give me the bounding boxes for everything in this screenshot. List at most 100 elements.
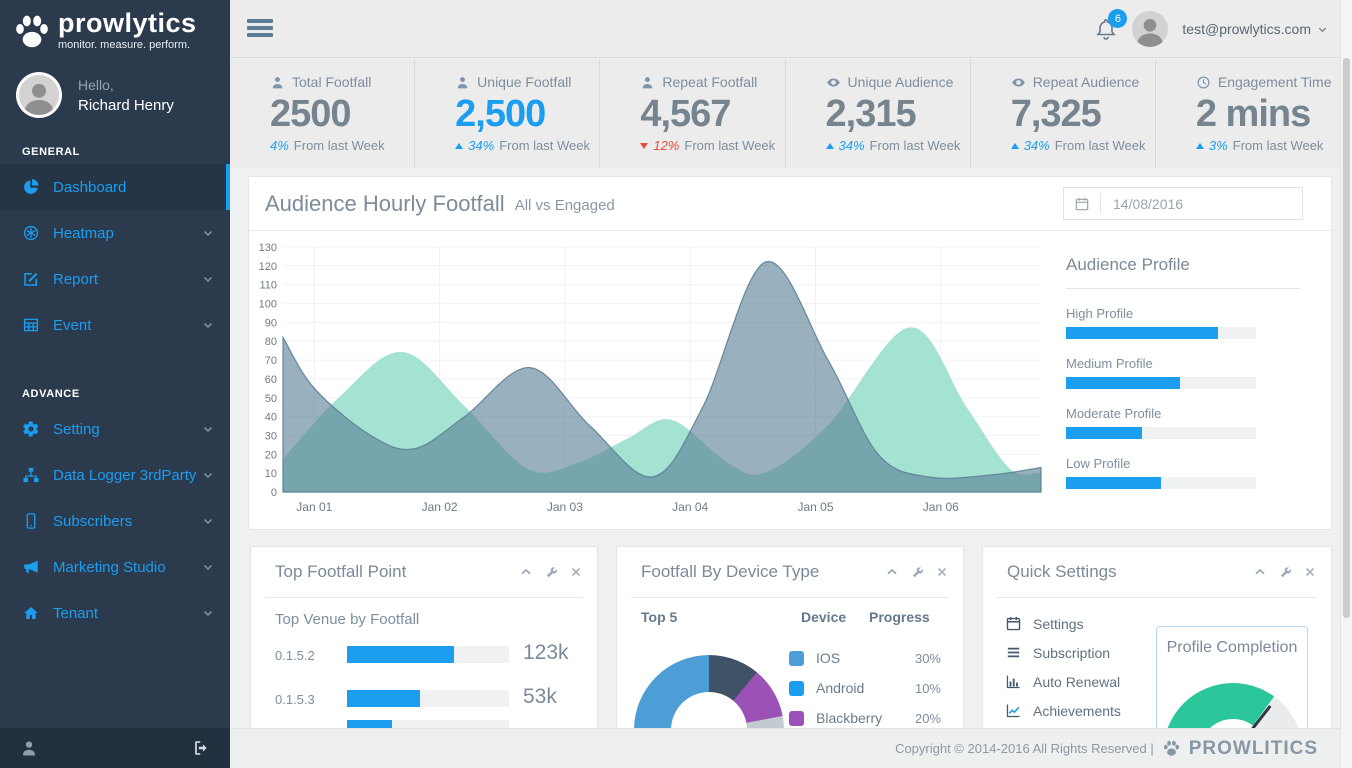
- close-icon[interactable]: [569, 565, 583, 579]
- progress-track: [1066, 377, 1256, 389]
- wrench-icon[interactable]: [910, 565, 924, 579]
- brand-tagline: monitor. measure. perform.: [58, 39, 191, 51]
- date-picker-input[interactable]: 14/08/2016: [1063, 187, 1303, 220]
- stat-label: Repeat Footfall: [662, 74, 758, 90]
- date-value: 14/08/2016: [1113, 195, 1184, 212]
- sidebar-item-label: Event: [53, 316, 92, 334]
- menu-toggle-icon[interactable]: [247, 19, 273, 38]
- section-label-general: GENERAL: [22, 146, 80, 158]
- link-label: Auto Renewal: [1033, 673, 1121, 690]
- svg-text:80: 80: [265, 336, 277, 348]
- chevron-down-icon: [203, 276, 213, 283]
- line-chart-icon: [1006, 704, 1020, 718]
- scrollbar-track[interactable]: [1340, 0, 1352, 768]
- user-icon: [272, 76, 283, 88]
- bar-label: Low Profile: [1066, 456, 1131, 471]
- edit-report-icon: [24, 273, 38, 286]
- stat-label: Engagement Time: [1217, 74, 1332, 90]
- quick-link-auto-renewal[interactable]: Auto Renewal: [1005, 667, 1121, 696]
- collapse-icon[interactable]: [519, 565, 533, 579]
- sidebar-item-report[interactable]: Report: [0, 256, 230, 302]
- avatar[interactable]: [1132, 11, 1169, 47]
- notifications-button[interactable]: 6: [1094, 9, 1128, 42]
- stat-delta: 34% From last Week: [1010, 138, 1155, 153]
- quick-link-subscription[interactable]: Subscription: [1005, 638, 1121, 667]
- legend-label: Blackberry: [816, 710, 883, 726]
- home-icon: [24, 607, 38, 619]
- svg-text:110: 110: [259, 280, 277, 292]
- section-label-advance: ADVANCE: [22, 388, 80, 400]
- stat-repeat-footfall: Repeat Footfall 4,567 12% From last Week: [600, 59, 786, 168]
- stats-strip: Total Footfall 2500 4% From last Week Uni…: [230, 59, 1340, 168]
- sidebar-item-subscribers[interactable]: Subscribers: [0, 498, 230, 544]
- sidebar-item-dashboard[interactable]: Dashboard: [0, 164, 230, 210]
- stat-unique-audience: Unique Audience 2,315 34% From last Week: [786, 59, 971, 168]
- paw-icon: [16, 15, 48, 48]
- collapse-icon[interactable]: [1253, 565, 1267, 579]
- bell-icon: [1096, 18, 1117, 40]
- mobile-icon: [26, 513, 36, 529]
- legend-swatch: [789, 710, 804, 726]
- greeting: Hello,: [78, 76, 114, 93]
- bar-chart-icon: [1006, 675, 1020, 689]
- stat-value: 2500: [270, 93, 352, 135]
- chevron-down-icon: [203, 472, 213, 479]
- quick-link-settings[interactable]: Settings: [1005, 609, 1121, 638]
- legend-item: Blackberry 20%: [789, 703, 945, 733]
- chevron-down-icon: [203, 426, 213, 433]
- legend-item: Android 10%: [789, 673, 945, 703]
- quick-link-achievements[interactable]: Achievements: [1005, 696, 1121, 725]
- caret-up-icon: [455, 142, 464, 149]
- card-title: Audience Hourly Footfall: [265, 190, 505, 216]
- progress-track: [1066, 327, 1256, 339]
- progress-fill: [1066, 477, 1161, 489]
- profile-bar-group: Medium Profile: [1066, 356, 1301, 389]
- sidebar-item-event[interactable]: Event: [0, 302, 230, 348]
- sidebar-item-setting[interactable]: Setting: [0, 406, 230, 452]
- scrollbar-thumb[interactable]: [1343, 58, 1350, 618]
- svg-text:Jan 05: Jan 05: [797, 500, 833, 514]
- svg-text:Jan 03: Jan 03: [547, 500, 583, 514]
- user-menu[interactable]: test@prowlytics.com: [1182, 21, 1328, 37]
- chevron-down-icon: [203, 610, 213, 617]
- card-header: Audience Hourly Footfall All vs Engaged …: [249, 177, 1331, 231]
- stat-label: Total Footfall: [292, 74, 372, 90]
- legend-label: Android: [816, 680, 865, 696]
- sidebar-item-label: Report: [53, 270, 99, 288]
- profile-icon[interactable]: [20, 739, 38, 757]
- link-label: Achievements: [1033, 702, 1121, 719]
- sidebar-item-marketing-studio[interactable]: Marketing Studio: [0, 544, 230, 590]
- clock-icon: [1197, 75, 1210, 89]
- stat-value: 2 mins: [1195, 93, 1311, 135]
- eye-icon: [1011, 77, 1025, 87]
- logout-icon[interactable]: [192, 739, 210, 757]
- copyright-text: Copyright © 2014-2016 All Rights Reserve…: [895, 741, 1154, 756]
- paw-icon: [1163, 740, 1179, 756]
- wrench-icon[interactable]: [544, 565, 558, 579]
- sidebar-item-label: Dashboard: [53, 178, 127, 196]
- bar-label: 0.1.5.3: [275, 692, 315, 707]
- gear-icon: [23, 421, 39, 437]
- legend-value: 30%: [914, 650, 941, 666]
- legend-value: 20%: [914, 710, 941, 726]
- bullhorn-icon: [24, 560, 38, 574]
- wrench-icon[interactable]: [1278, 565, 1292, 579]
- svg-text:60: 60: [265, 374, 277, 386]
- card-subtitle: All vs Engaged: [514, 197, 615, 214]
- stat-label: Unique Audience: [847, 74, 954, 90]
- close-icon[interactable]: [935, 565, 949, 579]
- notification-badge: 6: [1108, 9, 1128, 28]
- close-icon[interactable]: [1303, 565, 1317, 579]
- brand-logo[interactable]: prowlytics monitor. measure. perform.: [0, 0, 230, 52]
- widget-title: Profile Completion: [1166, 639, 1298, 656]
- card-title: Footfall By Device Type: [641, 562, 820, 581]
- sidebar-item-data-logger[interactable]: Data Logger 3rdParty: [0, 452, 230, 498]
- sidebar-item-heatmap[interactable]: Heatmap: [0, 210, 230, 256]
- collapse-icon[interactable]: [885, 565, 899, 579]
- profile-bar-group: High Profile: [1066, 306, 1301, 339]
- link-label: Subscription: [1033, 644, 1111, 661]
- footfall-area-chart-svg: 0 10 20 30 40 50 60 70 80 90 100 110 120 130 Jan 01 Jan…: [259, 242, 1042, 514]
- stat-value: 2,315: [825, 93, 917, 135]
- pie-chart-icon: [24, 179, 39, 194]
- sidebar-item-tenant[interactable]: Tenant: [0, 590, 230, 636]
